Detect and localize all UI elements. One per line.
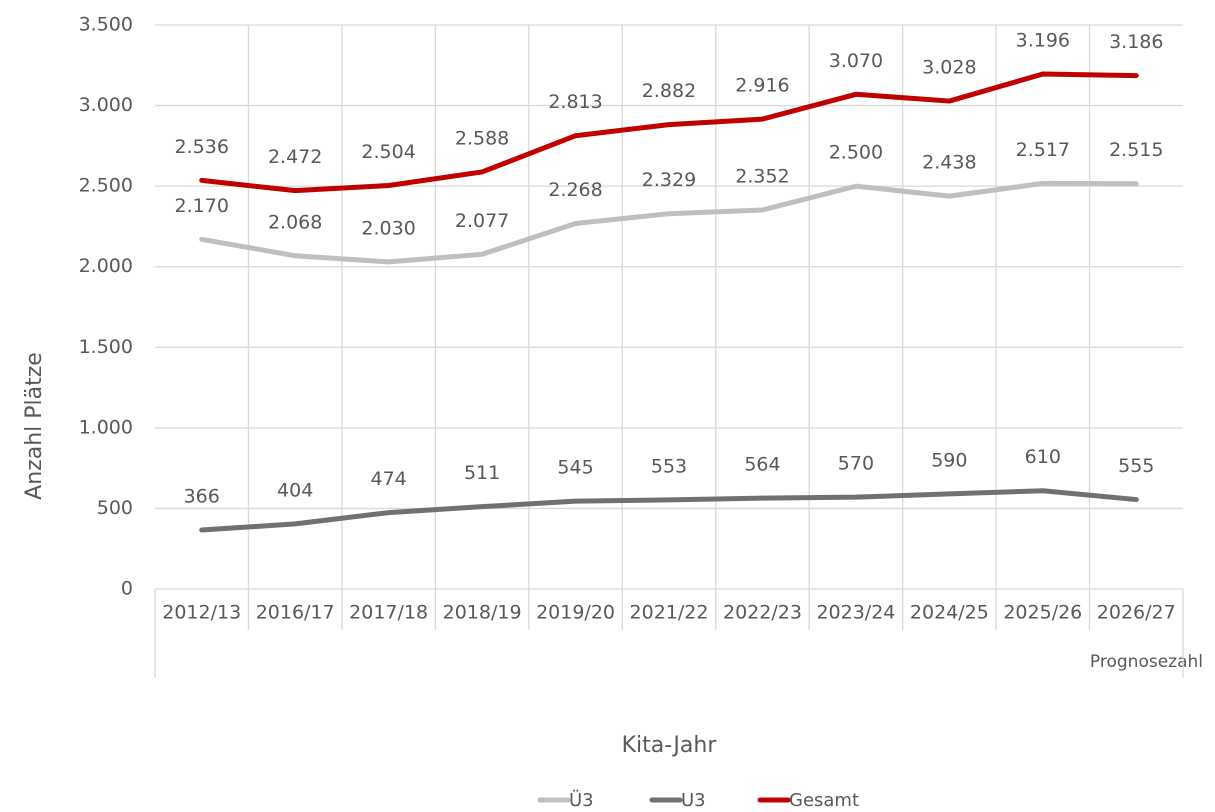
data-label: 2.352 — [735, 165, 789, 187]
y-tick-label: 0 — [121, 578, 133, 600]
x-tick-label: 2025/26 — [1003, 602, 1082, 624]
data-label: 3.186 — [1109, 31, 1163, 53]
data-label: 2.504 — [361, 141, 415, 163]
data-label: 2.588 — [455, 127, 509, 149]
x-tick-label: 2021/22 — [630, 602, 709, 624]
data-label: 2.170 — [175, 195, 229, 217]
y-tick-label: 500 — [97, 497, 133, 519]
y-tick-label: 2.500 — [79, 175, 133, 197]
x-tick-label: 2012/13 — [162, 602, 241, 624]
data-label: 2.500 — [829, 142, 883, 164]
y-tick-label: 2.000 — [79, 255, 133, 277]
data-label: 366 — [184, 486, 220, 508]
series-line — [199, 71, 1139, 194]
y-tick-label: 1.000 — [79, 416, 133, 438]
data-label: 2.438 — [922, 152, 976, 174]
data-label: 2.268 — [548, 179, 602, 201]
data-label: 2.077 — [455, 210, 509, 232]
data-label: 555 — [1118, 455, 1154, 477]
data-label: 2.813 — [548, 91, 602, 113]
data-label: 3.028 — [922, 57, 976, 79]
data-label: 2.517 — [1016, 139, 1070, 161]
legend-label: Gesamt — [789, 790, 859, 811]
data-label: 2.882 — [642, 80, 696, 102]
data-label: 545 — [557, 457, 593, 479]
data-label: 2.329 — [642, 169, 696, 191]
x-tick-label: 2022/23 — [723, 602, 802, 624]
data-label: 610 — [1025, 446, 1061, 468]
data-label: 564 — [744, 454, 780, 476]
data-label: 2.472 — [268, 146, 322, 168]
x-tick-label: 2023/24 — [816, 602, 895, 624]
x-tick-label: 2026/27 — [1097, 602, 1176, 624]
x-tick-label: 2019/20 — [536, 602, 615, 624]
x-tick-label: 2018/19 — [443, 602, 522, 624]
series-line — [199, 180, 1139, 265]
legend-label: U3 — [681, 790, 706, 811]
note: Prognosezahl — [1090, 652, 1203, 672]
data-label: 553 — [651, 455, 687, 477]
data-label: 474 — [371, 468, 407, 490]
data-label: 590 — [931, 449, 967, 471]
data-label: 511 — [464, 462, 500, 484]
x-tick-label: 2024/25 — [910, 602, 989, 624]
x-tick-label: 2016/17 — [256, 602, 335, 624]
data-label: 2.515 — [1109, 139, 1163, 161]
data-label: 570 — [838, 453, 874, 475]
y-tick-label: 1.500 — [79, 336, 133, 358]
data-label: 2.536 — [175, 136, 229, 158]
x-axis-label: Kita-Jahr — [622, 733, 718, 758]
data-label: 3.070 — [829, 50, 883, 72]
data-label: 2.068 — [268, 211, 322, 233]
x-tick-label: 2017/18 — [349, 602, 428, 624]
data-label: 2.916 — [735, 75, 789, 97]
y-tick-label: 3.000 — [79, 94, 133, 116]
y-tick-label: 3.500 — [79, 14, 133, 36]
y-axis-label: Anzahl Plätze — [22, 352, 47, 500]
legend-label: Ü3 — [569, 789, 594, 811]
data-label: 2.030 — [361, 217, 415, 239]
data-label: 404 — [277, 479, 313, 501]
series-line — [199, 488, 1139, 533]
data-label: 3.196 — [1016, 29, 1070, 51]
